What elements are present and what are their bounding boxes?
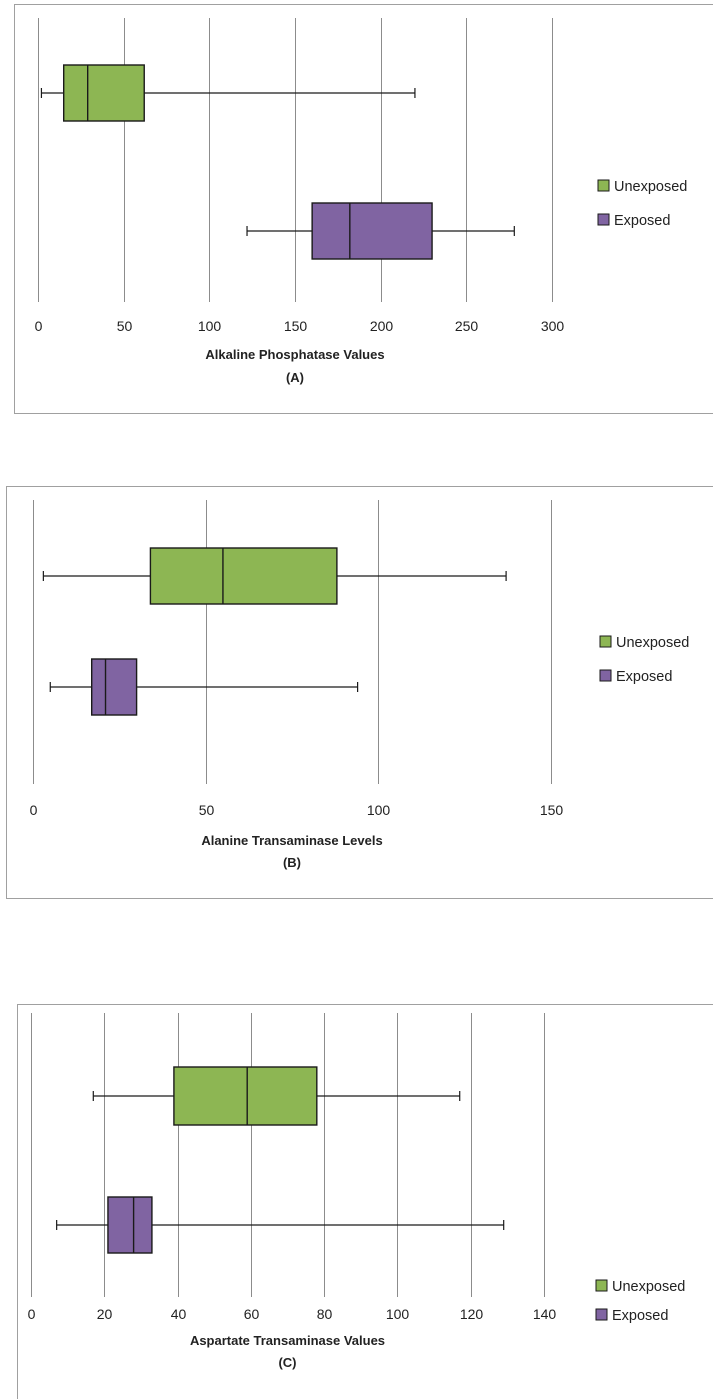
x-tick-label: 100 (198, 318, 222, 334)
box-unexposed (92, 1066, 461, 1126)
x-tick-label: 100 (367, 802, 391, 818)
legend-label-exposed: Exposed (612, 1308, 668, 1324)
boxplot-chart-b: 0 50 100 150 Alanine Transaminase Levels (B) U… (6, 486, 713, 899)
legend-swatch-unexposed (597, 179, 610, 192)
x-axis-label: Alkaline Phosphatase Values (205, 347, 384, 362)
chart-panel-a: 0 50 100 150 200 250 300 Alkaline Phosphatase V… (0, 0, 713, 415)
x-tick-label: 0 (30, 802, 38, 818)
legend-label-unexposed: Unexposed (616, 635, 689, 651)
x-tick-label: 300 (541, 318, 565, 334)
chart-panel-c: 0 20 40 60 80 100 120 140 Aspartate Transaminase… (0, 1001, 713, 1399)
x-tick-label: 20 (97, 1306, 113, 1322)
x-axis-label: Aspartate Transaminase Values (190, 1333, 385, 1348)
x-tick-label: 100 (386, 1306, 410, 1322)
legend-label-unexposed: Unexposed (614, 179, 687, 195)
boxplot-chart-c: 0 20 40 60 80 100 120 140 Aspartate Transaminase… (17, 1004, 713, 1399)
legend-label-exposed: Exposed (614, 213, 670, 229)
chart-caption: (C) (278, 1355, 296, 1370)
legend-label-exposed: Exposed (616, 669, 672, 685)
legend-label-unexposed: Unexposed (612, 1279, 685, 1295)
x-tick-label: 80 (317, 1306, 333, 1322)
legend-swatch-unexposed (599, 635, 612, 648)
boxplot-chart-a: 0 50 100 150 200 250 300 Alkaline Phosphatase V… (14, 4, 713, 414)
x-tick-label: 60 (244, 1306, 260, 1322)
iqr-box (149, 547, 338, 605)
box-unexposed (40, 64, 416, 122)
x-axis-label: Alanine Transaminase Levels (201, 833, 382, 848)
x-tick-label: 250 (455, 318, 479, 334)
legend-swatch-exposed (595, 1308, 608, 1321)
box-exposed (246, 202, 515, 260)
x-tick-label: 150 (284, 318, 308, 334)
legend-swatch-exposed (597, 213, 610, 226)
x-tick-label: 0 (35, 318, 43, 334)
iqr-box (311, 202, 433, 260)
box-exposed (49, 658, 359, 716)
x-tick-label: 50 (117, 318, 133, 334)
x-tick-label: 50 (199, 802, 215, 818)
box-unexposed (42, 547, 507, 605)
chart-caption: (A) (286, 370, 304, 385)
x-tick-label: 40 (171, 1306, 187, 1322)
chart-panel-b: 0 50 100 150 Alanine Transaminase Levels (B) U… (0, 484, 713, 900)
chart-caption: (B) (283, 855, 301, 870)
x-tick-label: 200 (370, 318, 394, 334)
x-tick-label: 0 (28, 1306, 36, 1322)
x-tick-label: 140 (533, 1306, 557, 1322)
iqr-box (173, 1066, 318, 1126)
legend-swatch-exposed (599, 669, 612, 682)
box-exposed (56, 1196, 505, 1254)
x-tick-label: 120 (460, 1306, 484, 1322)
iqr-box (63, 64, 145, 122)
legend-swatch-unexposed (595, 1279, 608, 1292)
iqr-box (107, 1196, 153, 1254)
iqr-box (91, 658, 138, 716)
x-tick-label: 150 (540, 802, 564, 818)
